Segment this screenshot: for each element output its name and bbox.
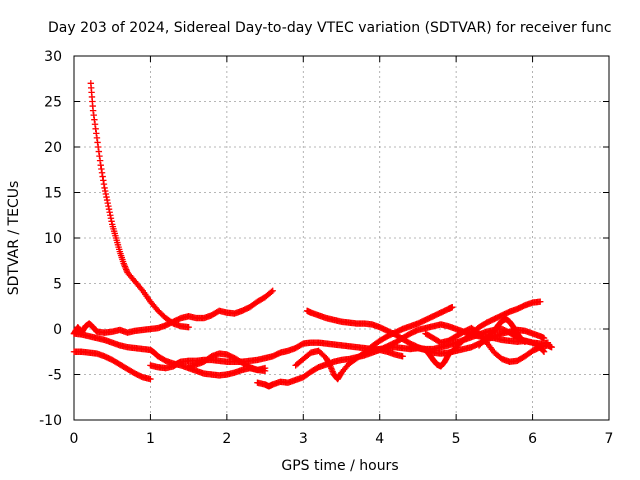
series-arc-13 xyxy=(475,315,529,349)
data-point xyxy=(268,288,275,296)
y-tick-label: 20 xyxy=(44,140,62,156)
x-tick-label: 3 xyxy=(299,431,308,447)
x-tick-label: 0 xyxy=(70,431,79,447)
y-tick-label: 0 xyxy=(53,322,62,338)
series-arc-4 xyxy=(70,348,154,383)
data-point xyxy=(261,367,269,375)
x-tick-label: 4 xyxy=(375,431,384,447)
series-arc-6 xyxy=(185,350,269,375)
data-point xyxy=(185,323,192,331)
chart-title: Day 203 of 2024, Sidereal Day-to-day VTE… xyxy=(48,20,612,36)
data-marks xyxy=(70,80,555,390)
data-point xyxy=(540,348,548,355)
data-point xyxy=(521,338,529,345)
x-tick-label: 5 xyxy=(452,431,461,447)
data-point xyxy=(537,298,544,305)
data-point xyxy=(548,344,555,351)
x-tick-label: 6 xyxy=(528,431,537,447)
series-arc-9 xyxy=(292,303,456,383)
x-tick-label: 2 xyxy=(222,431,231,447)
y-tick-label: 5 xyxy=(53,277,62,293)
x-tick-label: 7 xyxy=(605,431,614,447)
y-axis-title: SDTVAR / TECUs xyxy=(6,181,22,296)
data-point xyxy=(449,303,456,311)
series-arc-1 xyxy=(87,80,192,331)
y-tick-label: 10 xyxy=(44,231,62,247)
y-tick-label: 25 xyxy=(44,95,62,111)
y-tick-label: 30 xyxy=(44,49,62,65)
x-axis: 0 1 2 3 4 5 6 7 xyxy=(70,56,614,447)
data-point xyxy=(544,339,552,346)
data-point xyxy=(269,287,276,294)
x-tick-label: 1 xyxy=(146,431,155,447)
data-point xyxy=(399,353,406,360)
y-axis: -10 -5 0 5 10 15 20 25 30 xyxy=(39,49,609,429)
y-tick-label: -5 xyxy=(48,368,62,384)
y-tick-label: -10 xyxy=(39,413,62,429)
series-arc-12 xyxy=(407,325,552,353)
data-point xyxy=(147,375,154,383)
x-axis-title: GPS time / hours xyxy=(281,458,398,474)
y-tick-label: 15 xyxy=(44,186,62,202)
